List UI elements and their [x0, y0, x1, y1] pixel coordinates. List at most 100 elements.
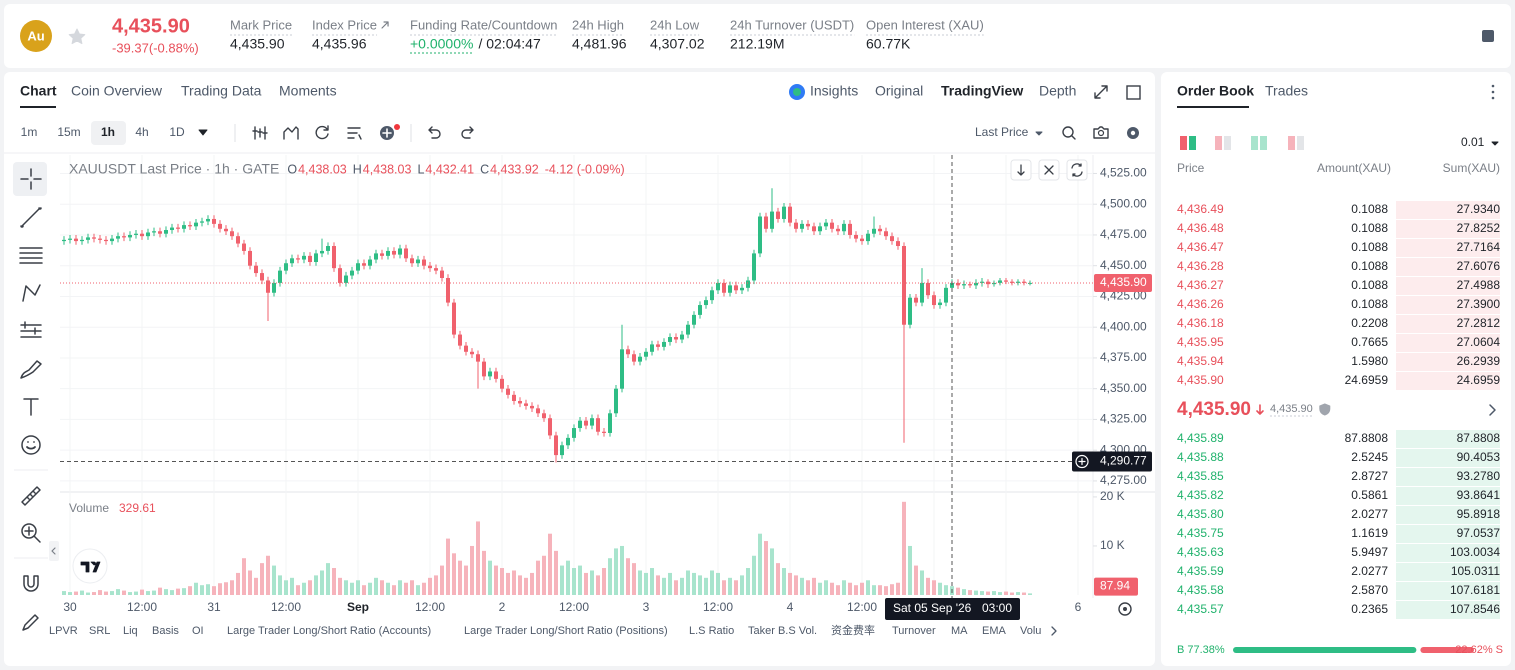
chart-tab[interactable]: Chart — [20, 83, 57, 99]
chart-tab[interactable]: Moments — [279, 83, 337, 99]
candle-body — [830, 222, 834, 229]
interval-button[interactable]: 1h — [101, 125, 115, 139]
candle-body — [278, 270, 282, 283]
candle-body — [188, 225, 192, 227]
candle-body — [170, 227, 174, 231]
volume-bar — [236, 572, 240, 595]
candle-body — [416, 259, 420, 264]
notes-icon — [1482, 30, 1494, 42]
row-price: 4,435.88 — [1177, 450, 1224, 464]
funding-countdown: / 02:04:47 — [478, 36, 540, 52]
indicator-tab[interactable]: Large Trader Long/Short Ratio (Accounts) — [227, 625, 431, 637]
candle-body — [908, 297, 912, 325]
volume-tick-label: 10 K — [1100, 538, 1125, 552]
interval-button[interactable]: 1m — [21, 125, 38, 139]
candle-body — [1004, 280, 1008, 282]
chart-tab[interactable]: Trading Data — [181, 83, 262, 99]
candle-body — [302, 255, 306, 260]
row-price: 4,436.18 — [1177, 316, 1224, 330]
depth-bar — [1396, 277, 1500, 295]
indicator-tab[interactable]: Taker B.S Vol. — [748, 625, 817, 637]
candle-body — [284, 263, 288, 271]
candle-body — [68, 238, 72, 240]
order-book-tab[interactable]: Order Book — [1177, 83, 1254, 99]
legend-key: O — [287, 162, 297, 176]
candle-body — [692, 314, 696, 325]
row-price: 4,436.48 — [1177, 221, 1224, 235]
volume-bar — [482, 550, 486, 595]
volume-bar — [446, 538, 450, 595]
view-tab[interactable]: TradingView — [941, 83, 1023, 99]
interval-button[interactable]: 1D — [169, 125, 185, 139]
candle-body — [230, 231, 234, 237]
volume-bar — [716, 572, 720, 595]
candle-body — [620, 349, 624, 389]
volume-bar — [404, 582, 408, 595]
indicator-tab[interactable]: Large Trader Long/Short Ratio (Positions… — [464, 625, 668, 637]
candle-body — [662, 341, 666, 347]
candle-body — [686, 324, 690, 335]
interval-button[interactable]: 15m — [57, 125, 80, 139]
indicator-tab[interactable]: L.S Ratio — [689, 625, 734, 637]
volume-bar — [554, 550, 558, 595]
buy-ratio-label: B 77.38% — [1177, 644, 1225, 656]
row-amount: 2.8727 — [1351, 469, 1388, 483]
row-amount: 0.1088 — [1351, 297, 1388, 311]
y-tick-label: 4,425.00 — [1100, 289, 1147, 303]
add-icon-plus — [382, 128, 392, 138]
volume-bar — [500, 568, 504, 595]
candle-body — [590, 418, 594, 426]
view-tab[interactable]: Original — [875, 83, 923, 99]
view-tab[interactable]: Insights — [810, 83, 858, 99]
row-sum: 27.3900 — [1457, 297, 1501, 311]
chart-control-icon — [1044, 165, 1054, 175]
indicator-tab[interactable]: LPVR — [49, 625, 78, 637]
volume-bar — [134, 591, 138, 595]
volume-bar — [68, 592, 72, 595]
row-price: 4,435.75 — [1177, 526, 1224, 540]
volume-bar — [1028, 593, 1032, 595]
volume-bar — [932, 580, 936, 595]
indicator-tab[interactable]: MA — [951, 625, 968, 637]
indicator-tab[interactable]: SRL — [89, 625, 110, 637]
volume-bar — [278, 575, 282, 595]
indicator-tab[interactable]: Basis — [152, 625, 179, 637]
trades-tab[interactable]: Trades — [1265, 83, 1308, 99]
indicator-tab[interactable]: OI — [192, 625, 204, 637]
chart-tab[interactable]: Coin Overview — [71, 83, 163, 99]
candle-body — [368, 259, 372, 266]
row-amount: 87.8808 — [1345, 431, 1389, 445]
crosshair-hour: 03:00 — [982, 601, 1012, 615]
interval-button[interactable]: 4h — [135, 125, 148, 139]
crosshair-add-plus — [1078, 457, 1086, 466]
candle-body — [506, 388, 510, 395]
view-tab[interactable]: Depth — [1039, 83, 1076, 99]
zoom-tool — [21, 523, 37, 539]
row-sum: 95.8918 — [1457, 507, 1501, 521]
indicator-tab[interactable]: Liq — [123, 625, 138, 637]
axis-settings[interactable] — [1118, 602, 1132, 616]
indicator-tab[interactable]: 资金费率 — [831, 623, 875, 637]
coin-icon — [20, 20, 52, 52]
precision-select[interactable]: 0.01 — [1461, 135, 1485, 149]
volume-bar — [890, 584, 894, 595]
volume-bar — [440, 565, 444, 595]
volume-bar — [992, 591, 996, 595]
volume-bar — [356, 580, 360, 595]
candle-body — [98, 238, 102, 240]
candle-body — [332, 246, 336, 269]
indicator-tab[interactable]: Volu — [1020, 625, 1041, 637]
volume-bar — [806, 580, 810, 595]
candle-body — [542, 413, 546, 419]
candle-type-icon — [252, 126, 268, 140]
indicator-tab[interactable]: Turnover — [892, 625, 936, 637]
candle-body — [716, 282, 720, 291]
volume-bar — [290, 577, 294, 595]
chart-control[interactable] — [1066, 159, 1088, 181]
candle-body — [122, 236, 126, 238]
price-source[interactable]: Last Price — [975, 125, 1029, 139]
volume-bar — [284, 580, 288, 595]
indicator-tab[interactable]: EMA — [982, 625, 1007, 637]
candle-body — [194, 222, 198, 227]
volume-bar — [92, 592, 96, 595]
